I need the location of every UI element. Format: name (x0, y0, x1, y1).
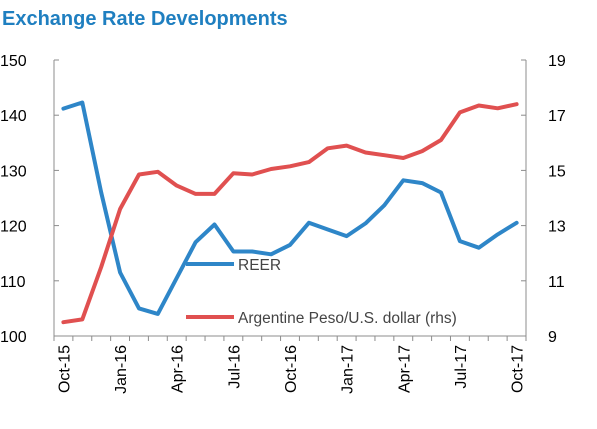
legend-label: REER (238, 257, 281, 274)
y-tick-right-label: 17 (548, 108, 566, 125)
series-line-reer (61, 100, 519, 316)
chart-title: Exchange Rate Developments (2, 8, 288, 30)
x-tick-label: Jul-17 (453, 345, 470, 389)
y-tick-left-label: 130 (0, 163, 27, 180)
x-tick-label: Jul-16 (226, 345, 243, 389)
series-layer (61, 100, 519, 325)
x-tick-label: Apr-16 (170, 345, 187, 393)
x-tick-label: Oct-16 (283, 345, 300, 393)
y-tick-left-label: 120 (0, 219, 27, 236)
x-tick-label: Oct-15 (56, 345, 73, 393)
y-tick-left-label: 150 (0, 53, 27, 70)
y-tick-right-label: 11 (548, 274, 565, 291)
axes: 100 110 120 130 140 150 9 11 13 15 17 19 Oct-15 Jan-1… (0, 53, 566, 394)
y-tick-left-label: 100 (0, 329, 27, 346)
x-tick-label: Oct-17 (510, 345, 527, 393)
y-tick-left-label: 110 (0, 274, 26, 291)
y-tick-right-label: 15 (548, 163, 566, 180)
y-tick-right-label: 9 (548, 329, 557, 346)
legend-label: Argentine Peso/U.S. dollar (rhs) (238, 310, 457, 327)
series-line-peso-usd (61, 102, 519, 325)
x-tick-label: Jan-16 (113, 345, 130, 394)
y-tick-left-label: 140 (0, 108, 27, 125)
legend: REER Argentine Peso/U.S. dollar (rhs) (186, 257, 457, 327)
y-tick-right-label: 13 (548, 219, 566, 236)
x-tick-label: Apr-17 (396, 345, 413, 393)
y-tick-right-label: 19 (548, 53, 566, 70)
x-tick-label: Jan-17 (340, 345, 357, 394)
